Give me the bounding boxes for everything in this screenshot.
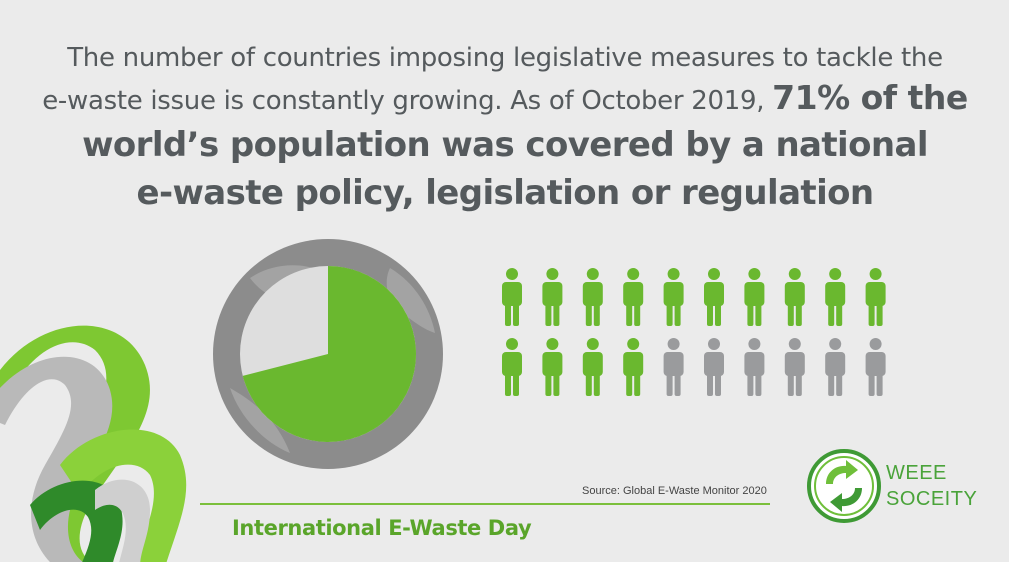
globe-pie-icon [213,239,443,469]
recycle-arrows-icon [807,449,881,523]
person-icon-covered [582,268,603,326]
person-icon-uncovered [663,338,684,396]
footer-title: International E-Waste Day [232,516,532,540]
person-icon-covered [663,268,684,326]
headline-line-1: The number of countries imposing legisla… [67,43,943,73]
headline-line-3: world’s population was covered by a nati… [82,125,928,165]
continent-shape [230,388,290,453]
headline-line-4: e-waste policy, legislation or regulatio… [136,173,875,213]
headline-line-2-normal: e-waste issue is constantly growing. As … [42,86,773,116]
person-icon-covered [582,338,603,396]
person-icon-covered [623,268,644,326]
logo-line-2: SOCEITY [886,488,978,510]
person-icon-covered [542,268,563,326]
person-icon-covered [744,268,765,326]
headline: The number of countries imposing legisla… [40,38,970,217]
person-icon-covered [704,268,724,326]
people-pictogram [490,268,900,412]
person-icon-covered [784,268,805,326]
swirl-decoration [0,325,187,562]
person-icon-covered [542,338,563,396]
continent-shape [386,268,435,333]
person-icon-covered [825,268,846,326]
pie-covered-slice [242,266,416,442]
person-icon-uncovered [704,338,724,396]
person-icon-covered [623,338,644,396]
person-icon-covered [502,268,522,326]
person-icon-uncovered [784,338,805,396]
person-icon-uncovered [865,338,886,396]
people-grid [502,268,886,396]
weee-society-logo: WEEE SOCEITY [806,448,996,526]
headline-highlight: 71% of the [772,78,968,117]
divider-line [200,503,770,505]
source-note: Source: Global E-Waste Monitor 2020 [582,485,767,497]
person-icon-uncovered [744,338,765,396]
person-icon-uncovered [825,338,846,396]
person-icon-covered [865,268,886,326]
person-icon-covered [502,338,522,396]
headline-line-2: e-waste issue is constantly growing. As … [40,78,970,121]
logo-line-1: WEEE [886,462,947,484]
